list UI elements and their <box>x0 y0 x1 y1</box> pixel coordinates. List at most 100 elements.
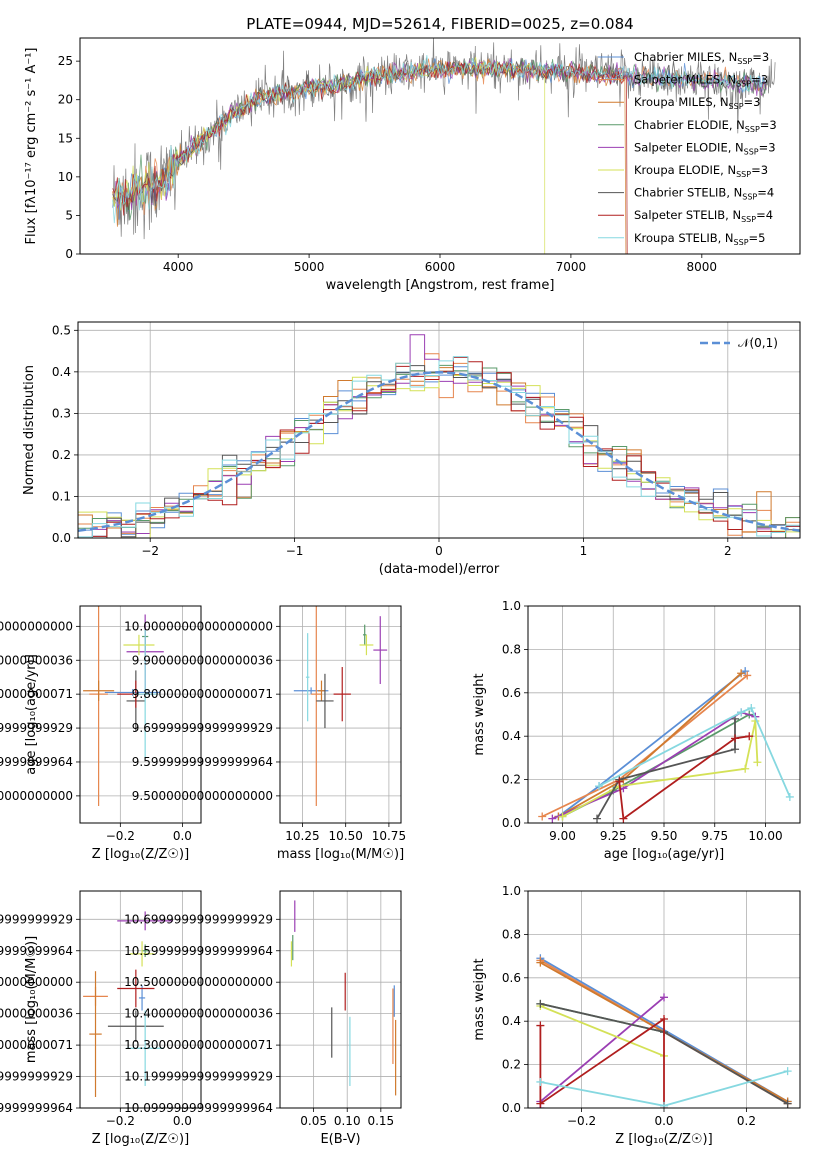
legend-label-sub-7: SSP <box>741 215 756 224</box>
age-vs-mass-ytick-label: 9.59999999999999964 <box>132 755 273 769</box>
mass-vs-ebv-frame <box>279 890 402 1109</box>
legend-label-2: Kroupa MILES, NSSP=3 <box>634 95 760 111</box>
residuals-ytick-label: 0.2 <box>52 448 71 462</box>
weight-vs-z-series-5 <box>540 1005 665 1057</box>
weight-vs-z-ylabel: mass weight <box>472 958 487 1040</box>
mass-vs-ebv-ytick-label: 10.50000000000000000 <box>124 975 273 989</box>
legend-label-sub-5: SSP <box>736 170 751 179</box>
spectrum-xtick-label: 5000 <box>294 260 325 274</box>
spectrum-marks <box>112 38 776 254</box>
legend-label-value-2: =3 <box>744 95 761 109</box>
mass-vs-ebv-xtick-label: 0.15 <box>367 1114 394 1128</box>
legend-label-3: Chabrier ELODIE, NSSP=3 <box>634 118 777 134</box>
weight-vs-z-ytick-label: 0.6 <box>502 971 521 985</box>
spectrum-xtick-label: 8000 <box>687 260 718 274</box>
mass-vs-z-ylabel: mass [log₁₀(M/M☉)] <box>24 936 39 1063</box>
age-vs-z-axes: −0.2 0.0 9.50000000000000000 9.599999999999… <box>0 606 201 862</box>
weight-vs-z-ytick-label: 0.2 <box>502 1058 521 1072</box>
age-vs-z-ytick-label: 9.69999999999999929 <box>0 721 73 735</box>
age-vs-z-ytick-label: 9.59999999999999964 <box>0 755 73 769</box>
weight-vs-age-marker-8-2 <box>747 703 756 712</box>
weight-vs-z-marker-7-2 <box>660 1015 668 1024</box>
weight-vs-age-series-7 <box>618 735 750 821</box>
weight-vs-z-frame <box>527 890 801 1109</box>
weight-vs-z-ytick-label: 0.4 <box>502 1014 521 1028</box>
mass-vs-z-ytick-label: 10.69999999999999929 <box>0 912 73 926</box>
age-vs-mass-xtick-label: 10.25 <box>285 829 319 843</box>
mass-vs-z-xlabel: Z [log₁₀(Z/Z☉)] <box>92 1132 189 1147</box>
weight-vs-age-marker-1-2 <box>743 671 752 680</box>
age-vs-z-ytick-label: 9.50000000000000000 <box>0 789 73 803</box>
legend-label-sub-2: SSP <box>729 102 744 111</box>
weight-vs-age-marker-2-2 <box>737 669 746 678</box>
weight-vs-age-xtick-label: 9.00 <box>549 829 576 843</box>
weight-vs-z-marker-8-1 <box>660 1101 668 1108</box>
weight-vs-z-marks <box>536 954 792 1108</box>
mass-vs-z-ytick-label: 10.40000000000000036 <box>0 1007 73 1021</box>
spectrum-legend: Chabrier MILES, NSSP=3 Salpeter MILES, NS… <box>598 50 777 247</box>
mass-vs-ebv-xtick-label: 0.05 <box>300 1114 327 1128</box>
weight-vs-age-marker-6-2 <box>731 745 740 754</box>
weight-vs-age-ytick-label: 1.0 <box>502 599 521 613</box>
age-vs-z-ytick-label: 10.00000000000000000 <box>0 619 73 633</box>
legend-label-value-0: =3 <box>752 50 769 64</box>
mass-vs-ebv-axes: 0.05 0.10 0.15 10.09999999999999964 10.19999… <box>124 891 401 1147</box>
model-spectrum-7 <box>112 60 628 254</box>
age-vs-z-ylabel: age [log₁₀(age/yr)] <box>24 654 39 775</box>
age-vs-mass-marks <box>293 606 388 807</box>
legend-label-7: Salpeter STELIB, NSSP=4 <box>634 208 773 224</box>
weight-vs-age-series-8 <box>598 706 791 798</box>
spectrum-ytick-label: 5 <box>65 208 73 222</box>
mass-vs-z-marks <box>83 911 174 1097</box>
weight-vs-age-xlabel: age [log₁₀(age/yr)] <box>604 847 725 862</box>
residuals-ytick-label: 0.4 <box>52 365 71 379</box>
legend-label-sub-1: SSP <box>736 80 751 89</box>
weight-vs-age-ytick-label: 0.0 <box>502 816 521 830</box>
weight-vs-age-xtick-label: 10.00 <box>748 829 782 843</box>
weight-vs-age-ytick-label: 0.8 <box>502 642 521 656</box>
mass-vs-ebv-xlabel: E(B-V) <box>320 1132 360 1147</box>
weight-vs-z-series-7 <box>539 1017 665 1108</box>
residuals-ytick-label: 0.1 <box>52 489 71 503</box>
residuals-ylabel: Normed distribution <box>22 365 37 495</box>
weight-vs-z-xtick-label: 0.2 <box>737 1114 756 1128</box>
weight-vs-age-xtick-label: 9.25 <box>600 829 627 843</box>
weight-vs-age-marker-4-0 <box>548 814 557 823</box>
residuals-frame <box>77 321 801 539</box>
weight-vs-age-marker-8-1 <box>737 708 746 717</box>
legend-label-sub-0: SSP <box>737 57 752 66</box>
spectrum-axes: 4000 5000 6000 7000 8000 0 5 10 15 20 25 wavelength… <box>24 48 717 294</box>
mass-vs-ebv-xtick-label: 0.10 <box>334 1114 361 1128</box>
spectrum-ytick-label: 15 <box>58 131 73 145</box>
age-vs-mass-xtick-label: 10.50 <box>329 829 363 843</box>
mass-vs-ebv-ytick-label: 10.69999999999999929 <box>124 912 273 926</box>
spectrum-ylabel: Flux [fλ10⁻¹⁷ erg cm⁻² s⁻¹ A⁻¹] <box>24 48 39 245</box>
weight-vs-age-series-6 <box>596 718 736 820</box>
weight-vs-age-ytick-label: 0.4 <box>502 729 521 743</box>
normal-curve <box>78 371 800 532</box>
weight-vs-age-marker-5-2 <box>741 764 750 773</box>
mass-vs-ebv-ytick-label: 10.09999999999999964 <box>124 1101 273 1115</box>
legend-label-value-6: =4 <box>757 186 774 200</box>
legend-label-value-5: =3 <box>751 163 768 177</box>
legend-label-sub-3: SSP <box>745 125 760 134</box>
weight-vs-age-marks <box>538 667 794 823</box>
age-vs-mass-ytick-label: 9.69999999999999929 <box>132 721 273 735</box>
legend-label-value-8: =5 <box>749 231 766 245</box>
legend-label-value-7: =4 <box>756 208 773 222</box>
weight-vs-age-ytick-label: 0.6 <box>502 686 521 700</box>
legend-label-value-1: =3 <box>751 73 768 87</box>
mass-vs-z-xtick-label: 0.0 <box>173 1114 192 1128</box>
spectrum-xtick-label: 6000 <box>425 260 456 274</box>
weight-vs-age-marker-7-3 <box>745 732 754 741</box>
residual-hist-8 <box>78 356 800 538</box>
age-vs-mass-ytick-label: 9.80000000000000071 <box>132 687 273 701</box>
weight-vs-age-xtick-label: 9.50 <box>651 829 678 843</box>
weight-vs-z-marker-6-2 <box>783 1099 792 1108</box>
legend-label-1: Salpeter MILES, NSSP=3 <box>634 73 768 89</box>
normal-legend-label: 𝒩(0,1) <box>738 336 778 350</box>
weight-vs-z-marker-4-2 <box>660 993 668 1002</box>
legend-label-sub-6: SSP <box>742 193 757 202</box>
age-vs-mass-ytick-label: 9.50000000000000000 <box>132 789 273 803</box>
spectrum-ytick-label: 0 <box>65 247 73 261</box>
